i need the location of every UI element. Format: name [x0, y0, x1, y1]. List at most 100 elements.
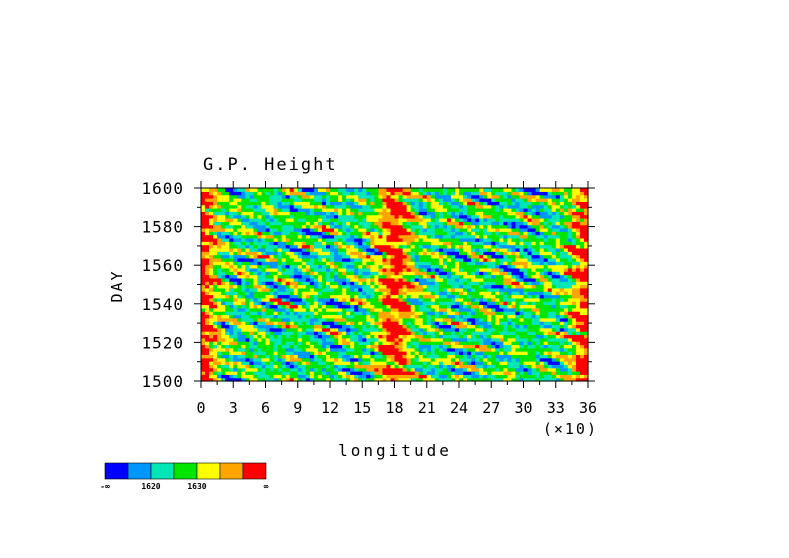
- heatmap-cell: [245, 264, 250, 269]
- heatmap-cell: [442, 221, 448, 226]
- heatmap-cell: [205, 341, 210, 345]
- heatmap-cell: [358, 274, 363, 279]
- heatmap-cell: [446, 301, 452, 306]
- heatmap-cell: [519, 364, 525, 369]
- heatmap-cell: [410, 227, 416, 232]
- heatmap-cell: [293, 217, 299, 222]
- heatmap-cell: [285, 361, 291, 365]
- heatmap-cell: [507, 304, 513, 309]
- heatmap-cell: [313, 247, 319, 252]
- heatmap-cell: [289, 217, 295, 222]
- heatmap-cell: [579, 217, 585, 222]
- heatmap-cell: [446, 221, 452, 226]
- heatmap-cell: [346, 364, 351, 369]
- heatmap-cell: [378, 221, 384, 226]
- heatmap-cell: [213, 327, 218, 332]
- heatmap-cell: [563, 341, 569, 345]
- heatmap-cell: [241, 211, 246, 216]
- heatmap-cell: [269, 211, 275, 216]
- heatmap-cell: [571, 217, 577, 222]
- heatmap-cell: [225, 357, 230, 362]
- heatmap-cell: [491, 231, 496, 236]
- heatmap-cell: [229, 374, 234, 379]
- heatmap-cell: [471, 301, 476, 306]
- heatmap-cell: [241, 297, 246, 302]
- heatmap-cell: [321, 311, 327, 316]
- heatmap-cell: [406, 214, 412, 219]
- heatmap-cell: [547, 221, 553, 226]
- heatmap-cell: [253, 211, 259, 216]
- heatmap-cell: [225, 237, 230, 242]
- heatmap-cell: [386, 344, 392, 349]
- heatmap-cell: [257, 237, 263, 242]
- heatmap-cell: [217, 244, 222, 249]
- heatmap-cell: [293, 334, 299, 339]
- heatmap-cell: [575, 287, 581, 292]
- heatmap-cell: [515, 241, 521, 246]
- heatmap-cell: [358, 287, 363, 292]
- heatmap-cell: [350, 231, 355, 236]
- heatmap-cell: [499, 291, 504, 296]
- heatmap-cell: [317, 211, 323, 216]
- heatmap-cell: [398, 244, 404, 249]
- heatmap-cell: [205, 351, 210, 355]
- heatmap-cell: [463, 301, 468, 306]
- heatmap-cell: [273, 224, 279, 229]
- heatmap-cell: [358, 214, 363, 219]
- heatmap-cell: [555, 294, 561, 299]
- heatmap-cell: [523, 324, 529, 329]
- heatmap-cell: [511, 361, 517, 365]
- heatmap-cell: [358, 281, 363, 286]
- heatmap-cell: [390, 361, 396, 365]
- heatmap-cell: [503, 234, 508, 239]
- heatmap-cell: [313, 344, 319, 349]
- heatmap-cell: [519, 361, 525, 365]
- heatmap-cell: [338, 357, 343, 362]
- heatmap-cell: [265, 234, 271, 239]
- heatmap-cell: [382, 354, 388, 359]
- heatmap-cell: [386, 367, 392, 372]
- heatmap-cell: [277, 211, 283, 216]
- heatmap-cell: [201, 354, 206, 359]
- heatmap-cell: [350, 267, 355, 272]
- heatmap-cell: [362, 217, 367, 222]
- heatmap-cell: [321, 274, 327, 279]
- heatmap-cell: [305, 341, 311, 345]
- heatmap-cell: [459, 227, 464, 232]
- heatmap-cell: [394, 247, 400, 252]
- heatmap-cell: [221, 377, 226, 382]
- heatmap-cell: [567, 337, 573, 342]
- heatmap-cell: [257, 267, 263, 272]
- heatmap-cell: [459, 241, 464, 246]
- heatmap-cell: [213, 294, 218, 299]
- heatmap-cell: [358, 251, 363, 256]
- heatmap-cell: [334, 284, 339, 289]
- heatmap-cell: [446, 321, 452, 326]
- heatmap-cell: [213, 234, 218, 239]
- heatmap-cell: [225, 297, 230, 302]
- heatmap-cell: [543, 314, 549, 319]
- heatmap-cell: [503, 311, 508, 316]
- heatmap-cell: [390, 271, 396, 276]
- heatmap-cell: [471, 314, 476, 319]
- heatmap-cell: [265, 247, 271, 252]
- heatmap-cell: [563, 234, 569, 239]
- heatmap-cell: [313, 274, 319, 279]
- heatmap-cell: [430, 214, 436, 219]
- heatmap-cell: [479, 221, 484, 226]
- heatmap-cell: [301, 221, 307, 226]
- heatmap-cell: [551, 317, 557, 322]
- heatmap-cell: [471, 247, 476, 252]
- heatmap-cell: [269, 337, 275, 342]
- heatmap-cell: [487, 317, 492, 322]
- heatmap-cell: [313, 307, 319, 312]
- heatmap-cell: [475, 291, 480, 296]
- heatmap-cell: [334, 361, 339, 365]
- heatmap-cell: [463, 224, 468, 229]
- heatmap-cell: [539, 214, 545, 219]
- heatmap-cell: [535, 321, 541, 326]
- heatmap-cell: [285, 247, 291, 252]
- heatmap-cell: [229, 261, 234, 266]
- heatmap-cell: [293, 247, 299, 252]
- heatmap-cell: [269, 304, 275, 309]
